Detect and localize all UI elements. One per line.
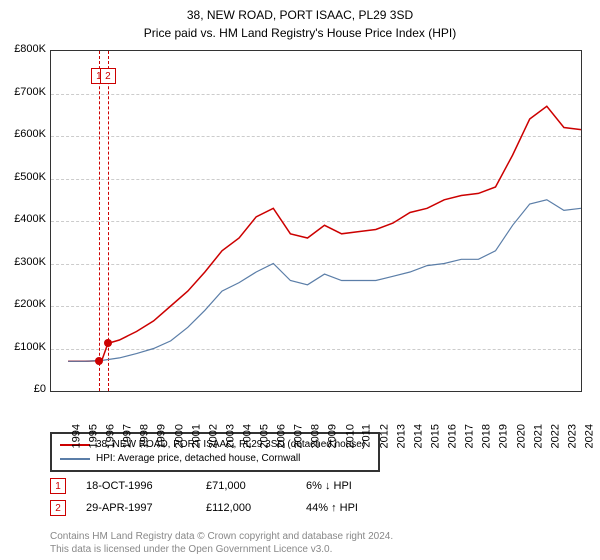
x-axis-label: 2020 [515,424,527,448]
series-line-price_paid [68,106,581,361]
chart-lines [51,51,581,391]
x-axis-label: 2023 [566,424,578,448]
y-axis-label: £0 [6,383,46,395]
x-axis-label: 2013 [395,424,407,448]
x-axis-label: 2019 [498,424,510,448]
x-axis-label: 2022 [549,424,561,448]
x-axis-label: 2018 [481,424,493,448]
y-axis-label: £600K [6,128,46,140]
x-axis-label: 2009 [327,424,339,448]
transaction-date: 29-APR-1997 [86,502,186,514]
x-axis-label: 2006 [276,424,288,448]
transaction-row: 2 29-APR-1997 £112,000 44% ↑ HPI [50,500,358,516]
y-axis-label: £400K [6,213,46,225]
x-axis-label: 1995 [88,424,100,448]
x-axis-label: 2016 [447,424,459,448]
y-axis-label: £200K [6,298,46,310]
x-axis-label: 2002 [207,424,219,448]
x-axis-label: 1999 [156,424,168,448]
x-axis-label: 1994 [70,424,82,448]
x-axis-label: 1998 [139,424,151,448]
transaction-number-badge: 1 [50,478,66,494]
page-subtitle: Price paid vs. HM Land Registry's House … [0,26,600,40]
chart-plot-area [50,50,582,392]
x-axis-label: 2021 [532,424,544,448]
x-axis-label: 2011 [360,424,372,448]
x-axis-label: 1997 [122,424,134,448]
x-axis-label: 2004 [241,424,253,448]
transaction-delta: 6% ↓ HPI [306,480,352,492]
event-marker-badge: 2 [100,68,116,84]
page-title: 38, NEW ROAD, PORT ISAAC, PL29 3SD [0,8,600,22]
transaction-number-badge: 2 [50,500,66,516]
transaction-date: 18-OCT-1996 [86,480,186,492]
legend-item: HPI: Average price, detached house, Corn… [60,452,370,466]
x-axis-label: 2012 [378,424,390,448]
y-axis-label: £300K [6,256,46,268]
legend-label: HPI: Average price, detached house, Corn… [96,452,300,466]
x-axis-label: 2024 [583,424,595,448]
transaction-price: £71,000 [206,480,286,492]
x-axis-label: 1996 [105,424,117,448]
transaction-price: £112,000 [206,502,286,514]
x-axis-label: 2003 [224,424,236,448]
x-axis-label: 2008 [310,424,322,448]
data-point-marker [104,339,112,347]
y-axis-label: £800K [6,43,46,55]
legend-swatch [60,458,90,460]
x-axis-label: 2014 [412,424,424,448]
x-axis-label: 2001 [190,424,202,448]
credit-line-2: This data is licensed under the Open Gov… [50,543,393,556]
transaction-delta: 44% ↑ HPI [306,502,358,514]
data-point-marker [95,357,103,365]
series-line-hpi [68,200,581,361]
y-axis-label: £500K [6,171,46,183]
y-axis-label: £100K [6,341,46,353]
x-axis-label: 2015 [430,424,442,448]
transaction-row: 1 18-OCT-1996 £71,000 6% ↓ HPI [50,478,352,494]
x-axis-label: 2000 [173,424,185,448]
x-axis-label: 2007 [293,424,305,448]
y-axis-label: £700K [6,86,46,98]
x-axis-label: 2005 [259,424,271,448]
x-axis-label: 2010 [344,424,356,448]
credit-line-1: Contains HM Land Registry data © Crown c… [50,530,393,543]
credit-text: Contains HM Land Registry data © Crown c… [50,530,393,556]
x-axis-label: 2017 [464,424,476,448]
